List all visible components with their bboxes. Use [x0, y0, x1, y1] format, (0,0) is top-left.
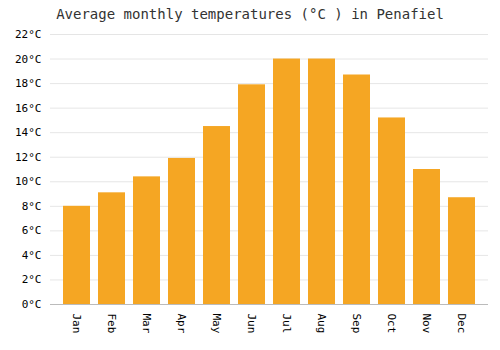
svg-text:Feb: Feb	[105, 314, 118, 334]
svg-text:18°C: 18°C	[15, 77, 42, 90]
svg-text:10°C: 10°C	[15, 175, 42, 188]
svg-text:Jan: Jan	[70, 314, 83, 334]
svg-text:Dec: Dec	[455, 314, 468, 334]
html-text:Average monthly temperatures (: Average monthly temperatures (°C ) in Pe…	[56, 6, 444, 22]
svg-text:May: May	[210, 314, 223, 334]
svg-text:6°C: 6°C	[22, 224, 42, 237]
svg-text:22°C: 22°C	[15, 28, 42, 41]
svg-text:Oct: Oct	[385, 314, 398, 334]
svg-text:16°C: 16°C	[15, 102, 42, 115]
svg-text:Sep: Sep	[350, 314, 363, 334]
svg-text:14°C: 14°C	[15, 126, 42, 139]
svg-text:Mar: Mar	[140, 314, 153, 334]
svg-text:20°C: 20°C	[15, 53, 42, 66]
svg-text:8°C: 8°C	[22, 200, 42, 213]
svg-text:Jul: Jul	[280, 314, 293, 334]
svg-text:0°C: 0°C	[22, 298, 42, 311]
svg-text:4°C: 4°C	[22, 249, 42, 262]
svg-text:Apr: Apr	[175, 314, 188, 334]
svg-text:Nov: Nov	[420, 314, 433, 334]
svg-text:Jun: Jun	[245, 314, 258, 334]
svg-text:12°C: 12°C	[15, 151, 42, 164]
svg-text:Aug: Aug	[315, 314, 328, 334]
svg-text:2°C: 2°C	[22, 273, 42, 286]
